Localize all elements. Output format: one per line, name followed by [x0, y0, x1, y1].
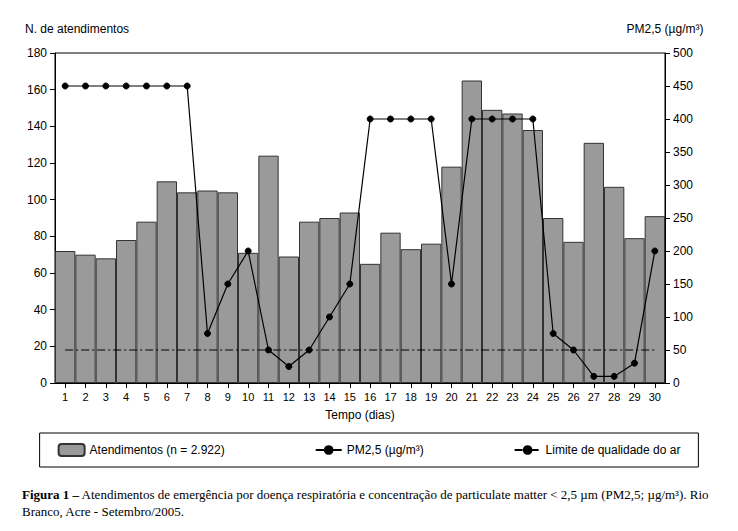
- svg-text:140: 140: [27, 119, 47, 133]
- svg-text:25: 25: [547, 391, 559, 403]
- svg-text:5: 5: [143, 391, 149, 403]
- svg-text:12: 12: [283, 391, 295, 403]
- svg-text:0: 0: [673, 376, 680, 390]
- svg-text:22: 22: [486, 391, 498, 403]
- svg-text:20: 20: [445, 391, 457, 403]
- svg-text:17: 17: [384, 391, 396, 403]
- svg-text:10: 10: [242, 391, 254, 403]
- svg-text:400: 400: [673, 112, 693, 126]
- svg-text:4: 4: [123, 391, 129, 403]
- svg-text:19: 19: [425, 391, 437, 403]
- svg-text:16: 16: [364, 391, 376, 403]
- svg-text:120: 120: [27, 156, 47, 170]
- svg-text:24: 24: [527, 391, 539, 403]
- svg-text:29: 29: [628, 391, 640, 403]
- svg-text:50: 50: [673, 343, 687, 357]
- svg-text:Limite de qualidade do ar: Limite de qualidade do ar: [546, 443, 681, 457]
- svg-text:250: 250: [673, 211, 693, 225]
- svg-text:Tempo (dias): Tempo (dias): [325, 408, 394, 422]
- svg-text:23: 23: [506, 391, 518, 403]
- svg-text:15: 15: [344, 391, 356, 403]
- svg-text:28: 28: [608, 391, 620, 403]
- svg-text:9: 9: [225, 391, 231, 403]
- svg-text:PM2,5 (µg/m³): PM2,5 (µg/m³): [347, 443, 424, 457]
- svg-text:PM2,5 (µg/m³): PM2,5 (µg/m³): [627, 22, 704, 36]
- svg-text:Atendimentos (n = 2.922): Atendimentos (n = 2.922): [90, 443, 225, 457]
- svg-text:1: 1: [62, 391, 68, 403]
- svg-text:40: 40: [34, 303, 48, 317]
- svg-text:100: 100: [27, 193, 47, 207]
- svg-text:200: 200: [673, 244, 693, 258]
- svg-text:27: 27: [588, 391, 600, 403]
- svg-text:150: 150: [673, 277, 693, 291]
- svg-text:7: 7: [184, 391, 190, 403]
- svg-text:80: 80: [34, 229, 48, 243]
- svg-text:180: 180: [27, 46, 47, 60]
- svg-text:350: 350: [673, 145, 693, 159]
- svg-text:20: 20: [34, 339, 48, 353]
- svg-text:100: 100: [673, 310, 693, 324]
- svg-text:13: 13: [303, 391, 315, 403]
- svg-text:N. de atendimentos: N. de atendimentos: [25, 22, 129, 36]
- svg-text:500: 500: [673, 46, 693, 60]
- svg-text:18: 18: [405, 391, 417, 403]
- svg-text:2: 2: [82, 391, 88, 403]
- svg-text:8: 8: [204, 391, 210, 403]
- svg-text:160: 160: [27, 83, 47, 97]
- svg-text:11: 11: [263, 391, 274, 403]
- svg-text:21: 21: [466, 391, 478, 403]
- svg-text:30: 30: [649, 391, 661, 403]
- svg-text:0: 0: [40, 376, 47, 390]
- svg-text:3: 3: [103, 391, 109, 403]
- svg-text:6: 6: [164, 391, 170, 403]
- svg-text:14: 14: [323, 391, 335, 403]
- svg-text:300: 300: [673, 178, 693, 192]
- svg-text:450: 450: [673, 79, 693, 93]
- svg-text:60: 60: [34, 266, 48, 280]
- html-text:Figura 1 – Atendimentos de eme: Figura 1 – Atendimentos de emergência po…: [22, 487, 709, 519]
- svg-text:26: 26: [567, 391, 579, 403]
